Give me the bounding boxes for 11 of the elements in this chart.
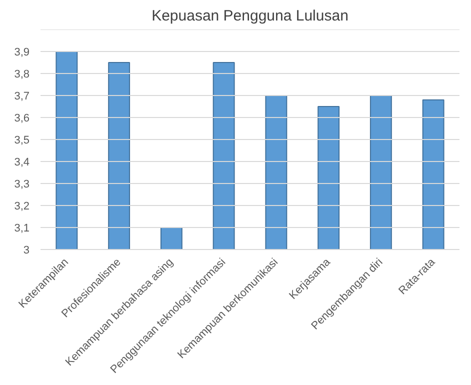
- y-tick-label: 3,2: [14, 200, 30, 212]
- y-tick-label: 3,7: [14, 90, 30, 102]
- y-tick-label: 3,3: [14, 178, 30, 190]
- y-tick-label: 3,4: [14, 156, 30, 168]
- y-tick-label: 3,5: [14, 134, 30, 146]
- y-tick-label: 3,9: [14, 46, 30, 58]
- y-tick-label: 3: [23, 244, 30, 256]
- y-tick-label: 3,6: [14, 112, 30, 124]
- y-tick-label: 3,8: [14, 68, 30, 80]
- chart-title: Kepuasan Pengguna Lulusan: [152, 8, 348, 24]
- y-tick-label: 3,1: [14, 222, 30, 234]
